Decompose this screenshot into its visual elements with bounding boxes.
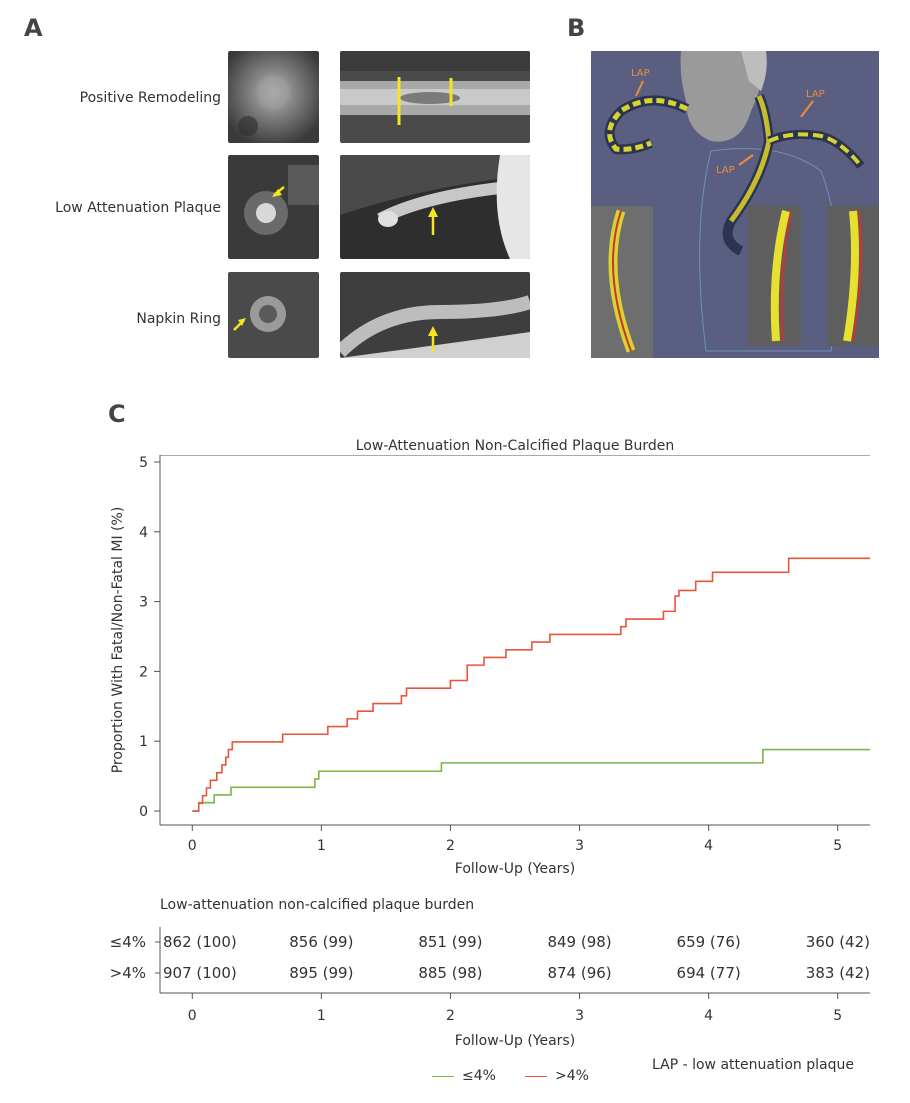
x-tick-label: 2	[446, 838, 455, 854]
ct-cross-section-remodeling	[228, 51, 319, 143]
risk-table-cell: 360 (42)	[806, 933, 870, 951]
risk-table-cell: 856 (99)	[289, 933, 353, 951]
row-label-positive-remodeling: Positive Remodeling	[79, 90, 221, 106]
ct-longitudinal-remodeling	[340, 51, 530, 143]
chart-title: Low-Attenuation Non-Calcified Plaque Bur…	[355, 438, 675, 454]
y-tick-label: 4	[139, 525, 148, 541]
risk-table-cell: 862 (100)	[163, 933, 237, 951]
x-tick-label: 4	[704, 838, 713, 854]
x-tick-label: 3	[575, 838, 584, 854]
footnote: LAP - low attenuation plaque	[652, 1057, 854, 1073]
ct-longitudinal-lap	[340, 155, 530, 259]
y-tick-label: 2	[139, 664, 148, 680]
risk-x-tick-label: 0	[188, 1008, 197, 1024]
panel-b-letter: B	[567, 14, 586, 42]
risk-table-cell: 895 (99)	[289, 964, 353, 982]
ct-longitudinal-napkin	[340, 272, 530, 358]
risk-table-cell: 694 (77)	[677, 964, 741, 982]
legend-item-gt4: >4%	[525, 1068, 589, 1084]
risk-x-tick-label: 1	[317, 1008, 326, 1024]
y-tick-label: 0	[139, 804, 148, 820]
ct-cross-section-napkin	[228, 272, 319, 358]
risk-x-tick-label: 2	[446, 1008, 455, 1024]
y-axis-label: Proportion With Fatal/Non-Fatal MI (%)	[110, 507, 126, 774]
ct-cross-section-lap	[228, 155, 319, 259]
y-tick-label: 5	[139, 455, 148, 471]
y-tick-label: 3	[139, 595, 148, 611]
x-tick-label: 1	[317, 838, 326, 854]
km-series-line-le4	[192, 748, 870, 812]
risk-table-title: Low-attenuation non-calcified plaque bur…	[160, 897, 475, 913]
x-axis-label: Follow-Up (Years)	[455, 861, 575, 877]
risk-x-tick-label: 3	[575, 1008, 584, 1024]
risk-x-tick-label: 4	[704, 1008, 713, 1024]
x-tick-label: 0	[188, 838, 197, 854]
risk-table-cell: 907 (100)	[163, 964, 237, 982]
legend-item-le4: ≤4%	[432, 1068, 496, 1084]
risk-table: ≤4% 862 (100) 856 (99) 851 (99) 849 (98) 659 …	[110, 927, 870, 1049]
legend-label: ≤4%	[462, 1068, 496, 1084]
row-label-low-attenuation-plaque: Low Attenuation Plaque	[55, 200, 221, 216]
lap-annotation: LAP	[806, 89, 825, 100]
risk-table-cell: 885 (98)	[418, 964, 482, 982]
risk-table-cell: 851 (99)	[418, 933, 482, 951]
legend-swatch-red	[525, 1075, 547, 1077]
row-label-napkin-ring: Napkin Ring	[136, 311, 221, 327]
risk-table-cell: 849 (98)	[547, 933, 611, 951]
lap-annotation: LAP	[716, 165, 735, 176]
risk-row-label: >4%	[110, 964, 146, 982]
coronary-3d-rendering: LAP LAP LAP	[591, 51, 879, 358]
y-tick-label: 1	[139, 734, 148, 750]
legend-label: >4%	[555, 1068, 589, 1084]
risk-table-cell: 383 (42)	[806, 964, 870, 982]
legend-swatch-green	[432, 1075, 454, 1077]
risk-x-tick-label: 5	[833, 1008, 842, 1024]
km-chart: 0 1 2 3 4 5 0 1 2 3 4 5 Follow-Up (Years) Proportion …	[110, 455, 870, 877]
risk-table-cell: 874 (96)	[547, 964, 611, 982]
panel-a-letter: A	[24, 14, 43, 42]
risk-row-label: ≤4%	[110, 933, 146, 951]
x-tick-label: 5	[833, 838, 842, 854]
lap-annotation: LAP	[631, 68, 650, 79]
km-series-line-gt4	[192, 557, 870, 812]
risk-table-cell: 659 (76)	[677, 933, 741, 951]
risk-x-axis-label: Follow-Up (Years)	[455, 1033, 575, 1049]
panel-c-letter: C	[108, 400, 126, 428]
